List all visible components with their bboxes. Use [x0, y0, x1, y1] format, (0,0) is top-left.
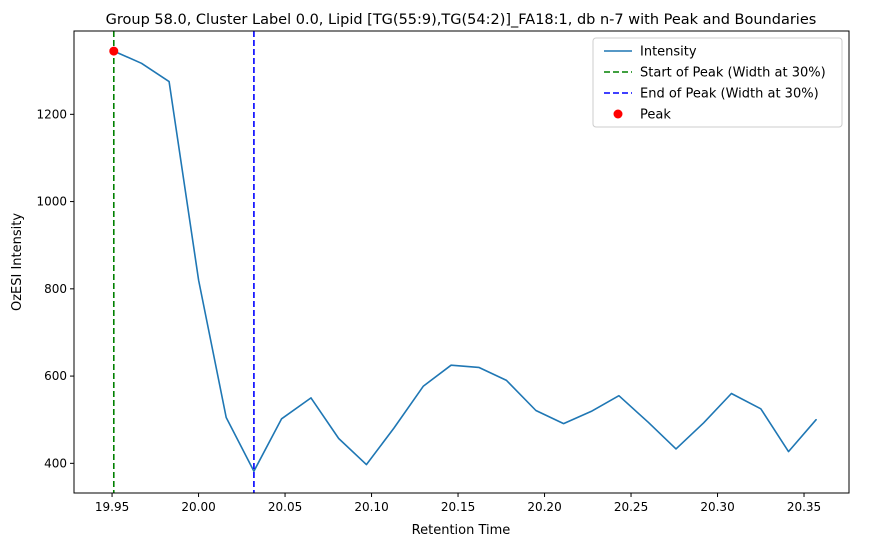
- legend-box: [592, 37, 843, 128]
- x-tick-label: 20.25: [614, 500, 648, 514]
- x-axis: 19.95 20.00 20.05 20.10 20.15 20.20 20.25 20.30…: [95, 493, 821, 514]
- x-tick-label: 20.05: [268, 500, 302, 514]
- x-tick-label: 20.35: [787, 500, 821, 514]
- y-tick-label: 400: [44, 456, 67, 470]
- x-tick-label: 20.10: [354, 500, 388, 514]
- x-tick-label: 20.15: [441, 500, 475, 514]
- legend-peak-marker: [613, 109, 623, 119]
- axes-frame: [73, 30, 850, 494]
- y-axis: 400 600 800 1000 1200: [36, 107, 74, 470]
- y-tick-label: 1000: [36, 195, 67, 209]
- y-axis-label: OzESI Intensity: [10, 213, 25, 311]
- legend-label: End of Peak (Width at 30%): [640, 87, 819, 102]
- x-tick-label: 20.20: [527, 500, 561, 514]
- y-tick-label: 600: [44, 369, 67, 383]
- legend-label: Intensity: [640, 45, 697, 60]
- y-tick-label: 800: [44, 282, 67, 296]
- plot-area: [109, 31, 817, 493]
- x-axis-label: Retention Time: [412, 523, 511, 538]
- legend-label: Start of Peak (Width at 30%): [640, 66, 826, 81]
- chart-title: Group 58.0, Cluster Label 0.0, Lipid [TG…: [106, 12, 817, 28]
- legend-label: Peak: [640, 108, 671, 123]
- x-tick-label: 20.30: [700, 500, 734, 514]
- y-tick-label: 1200: [36, 107, 67, 121]
- peak-marker: [109, 46, 119, 56]
- legend: Intensity Start of Peak (Width at 30%) End…: [592, 37, 843, 128]
- series-line-0: [113, 50, 817, 473]
- x-tick-label: 19.95: [95, 500, 129, 514]
- x-tick-label: 20.00: [181, 500, 215, 514]
